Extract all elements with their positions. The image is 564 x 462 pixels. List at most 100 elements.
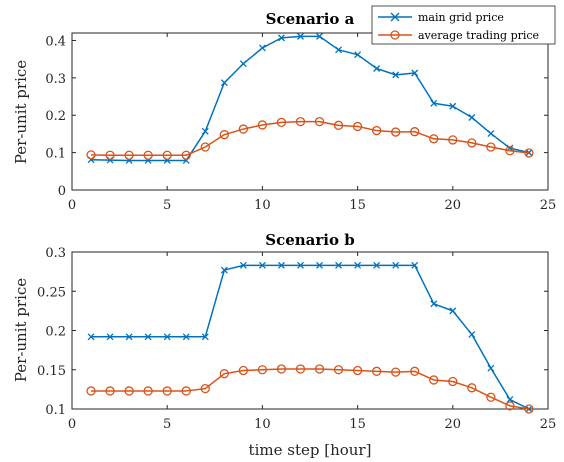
data-point-average-trading-price [181,386,191,396]
data-point-main-grid-price [354,51,362,59]
data-point-average-trading-price [181,150,191,160]
data-point-average-trading-price [505,401,515,411]
data-point-average-trading-price [276,364,287,374]
y-tick-label: 0.3 [45,72,66,87]
data-point-average-trading-price [314,116,325,127]
data-point-main-grid-price [87,156,95,164]
legend-label-main-grid: main grid price [418,11,504,24]
data-point-average-trading-price [505,146,515,156]
data-point-main-grid-price [106,156,114,164]
data-point-average-trading-price [429,134,439,144]
data-point-main-grid-price [239,60,247,68]
series-a [86,32,534,164]
data-point-main-grid-price [182,333,190,341]
data-point-main-grid-price [316,32,323,40]
data-point-average-trading-price [124,150,134,160]
series-line-main-grid-price [91,35,530,162]
data-point-main-grid-price [316,261,323,269]
data-point-main-grid-price [125,333,133,341]
data-point-main-grid-price [468,330,476,338]
data-point-average-trading-price [143,150,153,160]
data-point-main-grid-price [487,130,495,138]
series-line-main-grid-price [91,264,530,410]
x-tick-label: 25 [540,198,557,213]
data-point-average-trading-price [333,365,344,375]
series-b [86,261,534,414]
data-point-average-trading-price [105,150,115,160]
y-tick-label: 0.4 [45,34,66,49]
data-point-main-grid-price [506,396,514,404]
data-point-main-grid-price [277,34,285,42]
x-tick-label: 10 [254,417,271,432]
x-tick-label: 20 [445,417,462,432]
y-ticks-a: 0 0.1 0.2 0.3 0.4 [45,34,548,199]
y-tick-label: 0.25 [37,285,66,300]
data-point-average-trading-price [410,366,420,376]
x-tick-label: 0 [68,198,76,213]
data-point-main-grid-price [144,333,152,341]
legend-marker-x [390,12,400,22]
x-tick-label: 15 [349,198,366,213]
ylabel-a: Per-unit price [12,60,30,164]
data-point-main-grid-price [449,102,457,110]
chart-scenario-b: Scenario b Per-unit price time step [hou… [12,231,556,459]
data-point-average-trading-price [219,130,229,140]
data-point-main-grid-price [163,333,171,341]
data-point-main-grid-price [297,261,304,269]
data-point-average-trading-price [486,392,496,402]
data-point-main-grid-price [430,300,438,308]
x-ticks-a: 0 5 10 15 20 25 [68,33,556,213]
data-point-average-trading-price [257,365,268,375]
data-point-main-grid-price [335,261,343,269]
x-ticks-b: 0 5 10 15 20 25 [68,252,556,432]
y-tick-label: 0.2 [45,325,66,340]
y-tick-label: 0.3 [45,246,66,261]
data-point-main-grid-price [354,261,362,269]
data-point-average-trading-price [238,365,249,376]
data-point-average-trading-price [448,135,458,145]
x-tick-label: 20 [445,198,462,213]
data-point-average-trading-price [467,383,477,393]
data-point-average-trading-price [276,117,287,127]
data-point-average-trading-price [86,386,96,396]
data-point-average-trading-price [86,150,96,160]
plot-area-a [71,32,549,191]
legend: main grid price average trading price [371,5,556,45]
data-point-main-grid-price [392,71,400,79]
data-point-average-trading-price [410,127,420,137]
legend-marker-o [390,30,400,40]
title-scenario-a: Scenario a [266,10,355,28]
data-point-average-trading-price [371,125,382,136]
x-tick-label: 5 [163,198,171,213]
data-point-average-trading-price [333,120,344,130]
data-point-average-trading-price [200,142,210,152]
data-point-average-trading-price [314,364,325,374]
data-point-average-trading-price [391,367,401,377]
data-point-main-grid-price [468,114,476,121]
chart-scenario-a: Scenario a Per-unit price 0 5 10 15 20 25 0 0.… [12,5,556,213]
y-tick-label: 0.1 [45,147,66,162]
data-point-main-grid-price [335,46,343,54]
data-point-average-trading-price [162,150,172,160]
data-point-main-grid-price [373,65,381,72]
series-line-average-trading-price [91,368,530,410]
data-point-main-grid-price [87,333,95,341]
data-point-main-grid-price [277,261,285,269]
data-point-main-grid-price [487,364,495,372]
data-point-main-grid-price [430,99,438,107]
legend-label-avg-trading: average trading price [418,29,539,42]
data-point-average-trading-price [371,366,382,376]
x-tick-label: 15 [349,417,366,432]
plot-area-b [71,251,549,410]
ylabel-b: Per-unit price [12,278,30,382]
xlabel-b: time step [hour] [249,441,372,459]
data-point-average-trading-price [391,127,401,137]
x-tick-label: 0 [68,417,76,432]
title-scenario-b: Scenario b [265,231,354,249]
data-point-main-grid-price [258,44,266,52]
series-line-average-trading-price [91,120,530,156]
y-tick-label: 0.15 [37,364,66,379]
data-point-average-trading-price [352,365,363,376]
data-point-main-grid-price [220,266,228,274]
data-point-average-trading-price [257,120,268,130]
